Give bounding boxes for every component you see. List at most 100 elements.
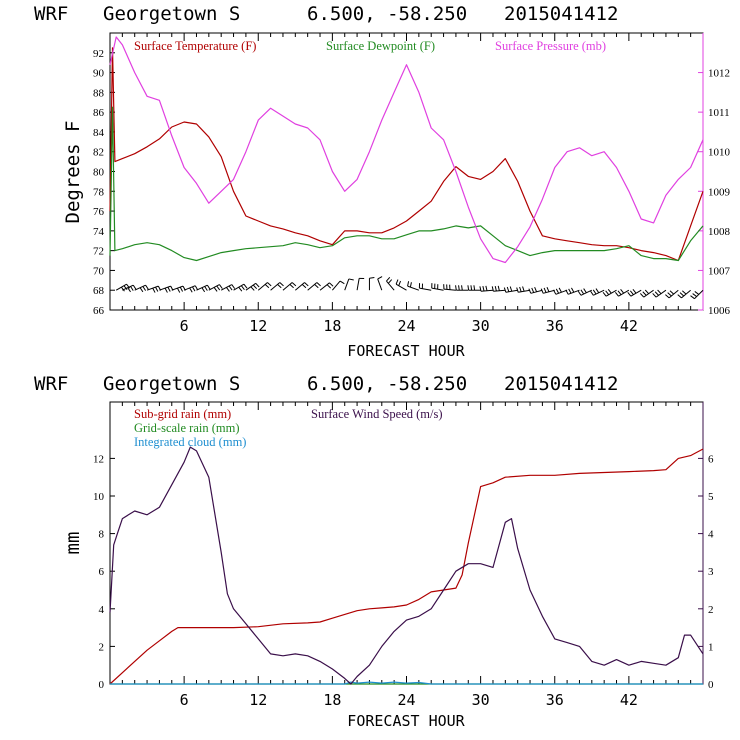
panel1-x-axis-label: FORECAST HOUR: [347, 342, 465, 360]
y-tick-label-4: 4: [99, 604, 105, 616]
y-tick-label-2: 2: [99, 641, 105, 653]
x-tick-label-12: 12: [249, 317, 267, 335]
wind-barb-feather: [694, 291, 700, 295]
wind-barb-feather: [461, 285, 463, 291]
wind-barb-feather: [189, 287, 193, 293]
wind-barb-feather: [139, 287, 144, 293]
wind-barb: [491, 285, 506, 292]
wind-barb-feather: [473, 285, 476, 291]
y2-tick-label-5: 5: [708, 491, 714, 503]
wind-barb-feather: [568, 288, 572, 294]
y-tick-label-92: 92: [93, 48, 104, 60]
wind-barb-feather: [497, 285, 500, 291]
wind-barb-feather: [127, 287, 131, 293]
wind-barb-feather: [387, 279, 393, 284]
x-tick-label-42: 42: [620, 317, 638, 335]
wind-barb: [690, 289, 704, 300]
wind-barb-shaft: [493, 289, 506, 292]
wind-barb-feather: [470, 285, 473, 291]
series-line-surface-temperature-f: [109, 47, 704, 262]
wind-barb-feather: [614, 291, 619, 297]
wind-barb: [614, 288, 630, 297]
wind-barb: [528, 286, 543, 294]
wind-barb: [233, 283, 248, 292]
wind-barb-feather: [467, 285, 470, 291]
wind-barb-feather: [152, 287, 156, 293]
wind-barb-feather: [665, 294, 670, 299]
wind-barb-shaft: [356, 278, 360, 291]
panel1-right-axis: 1006 1007 1008 1009 1010 1011 1012: [698, 68, 731, 317]
wind-barb-feather: [590, 290, 594, 296]
wind-barb-shaft: [643, 289, 654, 298]
y2-tick-label-2: 2: [708, 604, 714, 616]
y2-tick-label-1008: 1008: [708, 226, 731, 238]
wind-barb-feather: [155, 286, 159, 292]
wind-barb-feather: [503, 287, 507, 293]
panel1-left-axis: 66 68 70 72 74 76 78 80 82 84 86 88 90 92: [93, 48, 115, 317]
wind-barb: [540, 286, 555, 294]
wind-barb-feather: [692, 293, 697, 297]
panel1-title-station: Georgetown S: [103, 3, 240, 25]
wind-barb-feather: [252, 284, 258, 290]
wind-barb-feather: [620, 288, 625, 294]
wind-barb-feather: [592, 289, 597, 295]
wind-barb-shaft: [344, 278, 350, 291]
wind-barb-shaft: [331, 280, 341, 291]
wind-barb-shaft: [419, 287, 432, 291]
y2-tick-label-1012: 1012: [708, 68, 730, 80]
panel1-title-datetime: 2015041412: [504, 3, 618, 25]
wind-barb-shaft: [505, 289, 518, 293]
wind-barb: [196, 284, 211, 293]
legend-surface-wind-speed: Surface Wind Speed (m/s): [311, 407, 443, 421]
wind-barb-feather: [632, 288, 637, 294]
wind-barb: [134, 284, 149, 293]
wind-barb-feather: [617, 290, 622, 296]
wind-barb-shaft: [668, 289, 679, 299]
panel1-series: [109, 36, 704, 264]
y-tick-label-6: 6: [99, 566, 105, 578]
legend-integrated-cloud: Integrated cloud (mm): [134, 435, 246, 449]
y-tick-label-84: 84: [93, 127, 105, 139]
panel2-x-axis-label: FORECAST HOUR: [347, 712, 465, 730]
wind-barb-feather: [213, 287, 218, 292]
y-tick-label-0: 0: [99, 679, 105, 691]
wind-barb-feather: [142, 286, 147, 291]
wind-barb-feather: [339, 280, 345, 285]
wind-barb-shaft: [294, 282, 305, 291]
wind-barb-feather: [577, 290, 582, 296]
wind-barb-feather: [167, 286, 171, 292]
wind-barb-feather: [607, 288, 612, 294]
wind-barb-feather: [583, 288, 587, 294]
wind-barb-feather: [395, 279, 399, 285]
wind-barb-shaft: [122, 284, 134, 291]
x-tick-label-36: 36: [546, 317, 564, 335]
wind-barb-feather: [455, 285, 457, 291]
y-tick-label-66: 66: [93, 305, 105, 317]
wind-barb-feather: [485, 285, 488, 291]
wind-barb-feather: [546, 286, 550, 292]
wind-barb-shaft: [282, 282, 293, 291]
wind-barb-feather: [669, 290, 675, 295]
wind-barb: [677, 289, 691, 299]
wind-barb: [377, 276, 383, 291]
wind-barb-feather: [176, 287, 181, 293]
wind-barb-feather: [543, 287, 547, 293]
wind-barb-feather: [123, 285, 128, 290]
legend-surface-pressure: Surface Pressure (mb): [495, 39, 606, 53]
wind-barb-shaft: [386, 280, 395, 291]
wind-barb: [245, 282, 260, 291]
y-tick-label-70: 70: [93, 265, 105, 277]
wind-barb-feather: [301, 284, 307, 289]
wind-barb-feather: [522, 286, 525, 292]
wind-barb-feather: [130, 286, 134, 291]
wind-barb: [479, 285, 494, 292]
wind-barb-feather: [519, 286, 522, 292]
wind-barb: [368, 277, 375, 291]
wind-barb: [455, 285, 469, 291]
wind-barb-feather: [679, 292, 685, 297]
wind-barb-feather: [219, 284, 223, 289]
series-line-surface-wind-speed-m-s: [109, 446, 704, 685]
x-tick-label-6: 6: [180, 317, 189, 335]
